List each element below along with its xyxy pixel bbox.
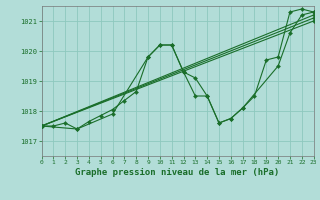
X-axis label: Graphe pression niveau de la mer (hPa): Graphe pression niveau de la mer (hPa) bbox=[76, 168, 280, 177]
